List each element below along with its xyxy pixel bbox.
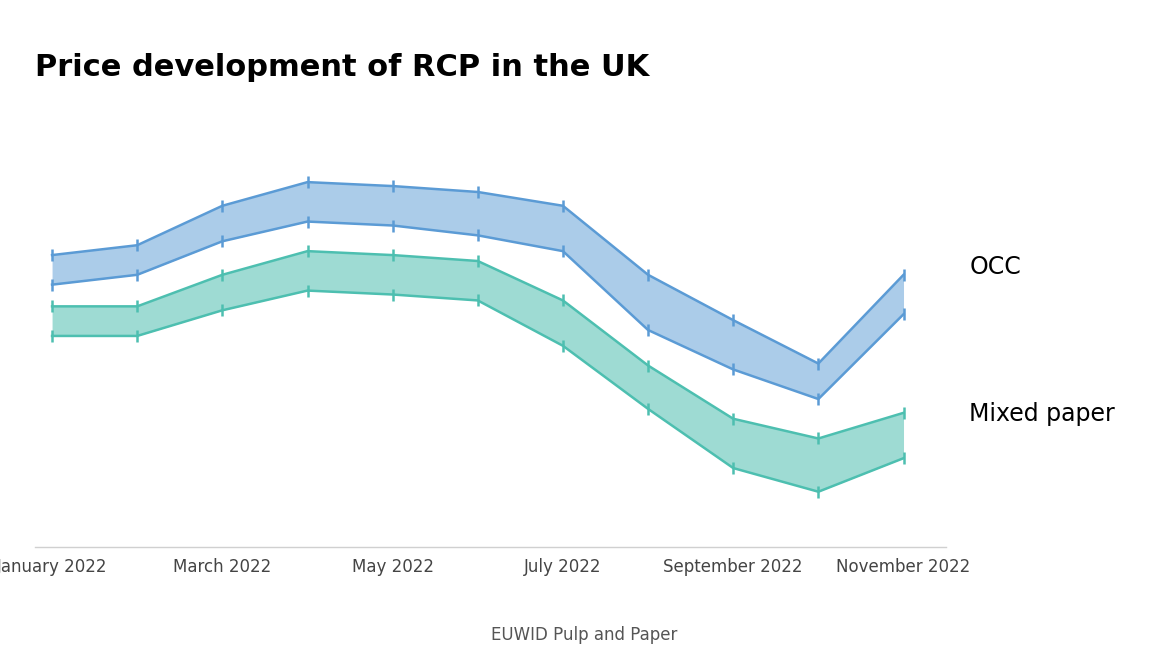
Text: Mixed paper: Mixed paper — [969, 402, 1115, 426]
Text: Price development of RCP in the UK: Price development of RCP in the UK — [35, 53, 649, 82]
Text: EUWID Pulp and Paper: EUWID Pulp and Paper — [491, 626, 677, 644]
Text: OCC: OCC — [969, 255, 1021, 279]
